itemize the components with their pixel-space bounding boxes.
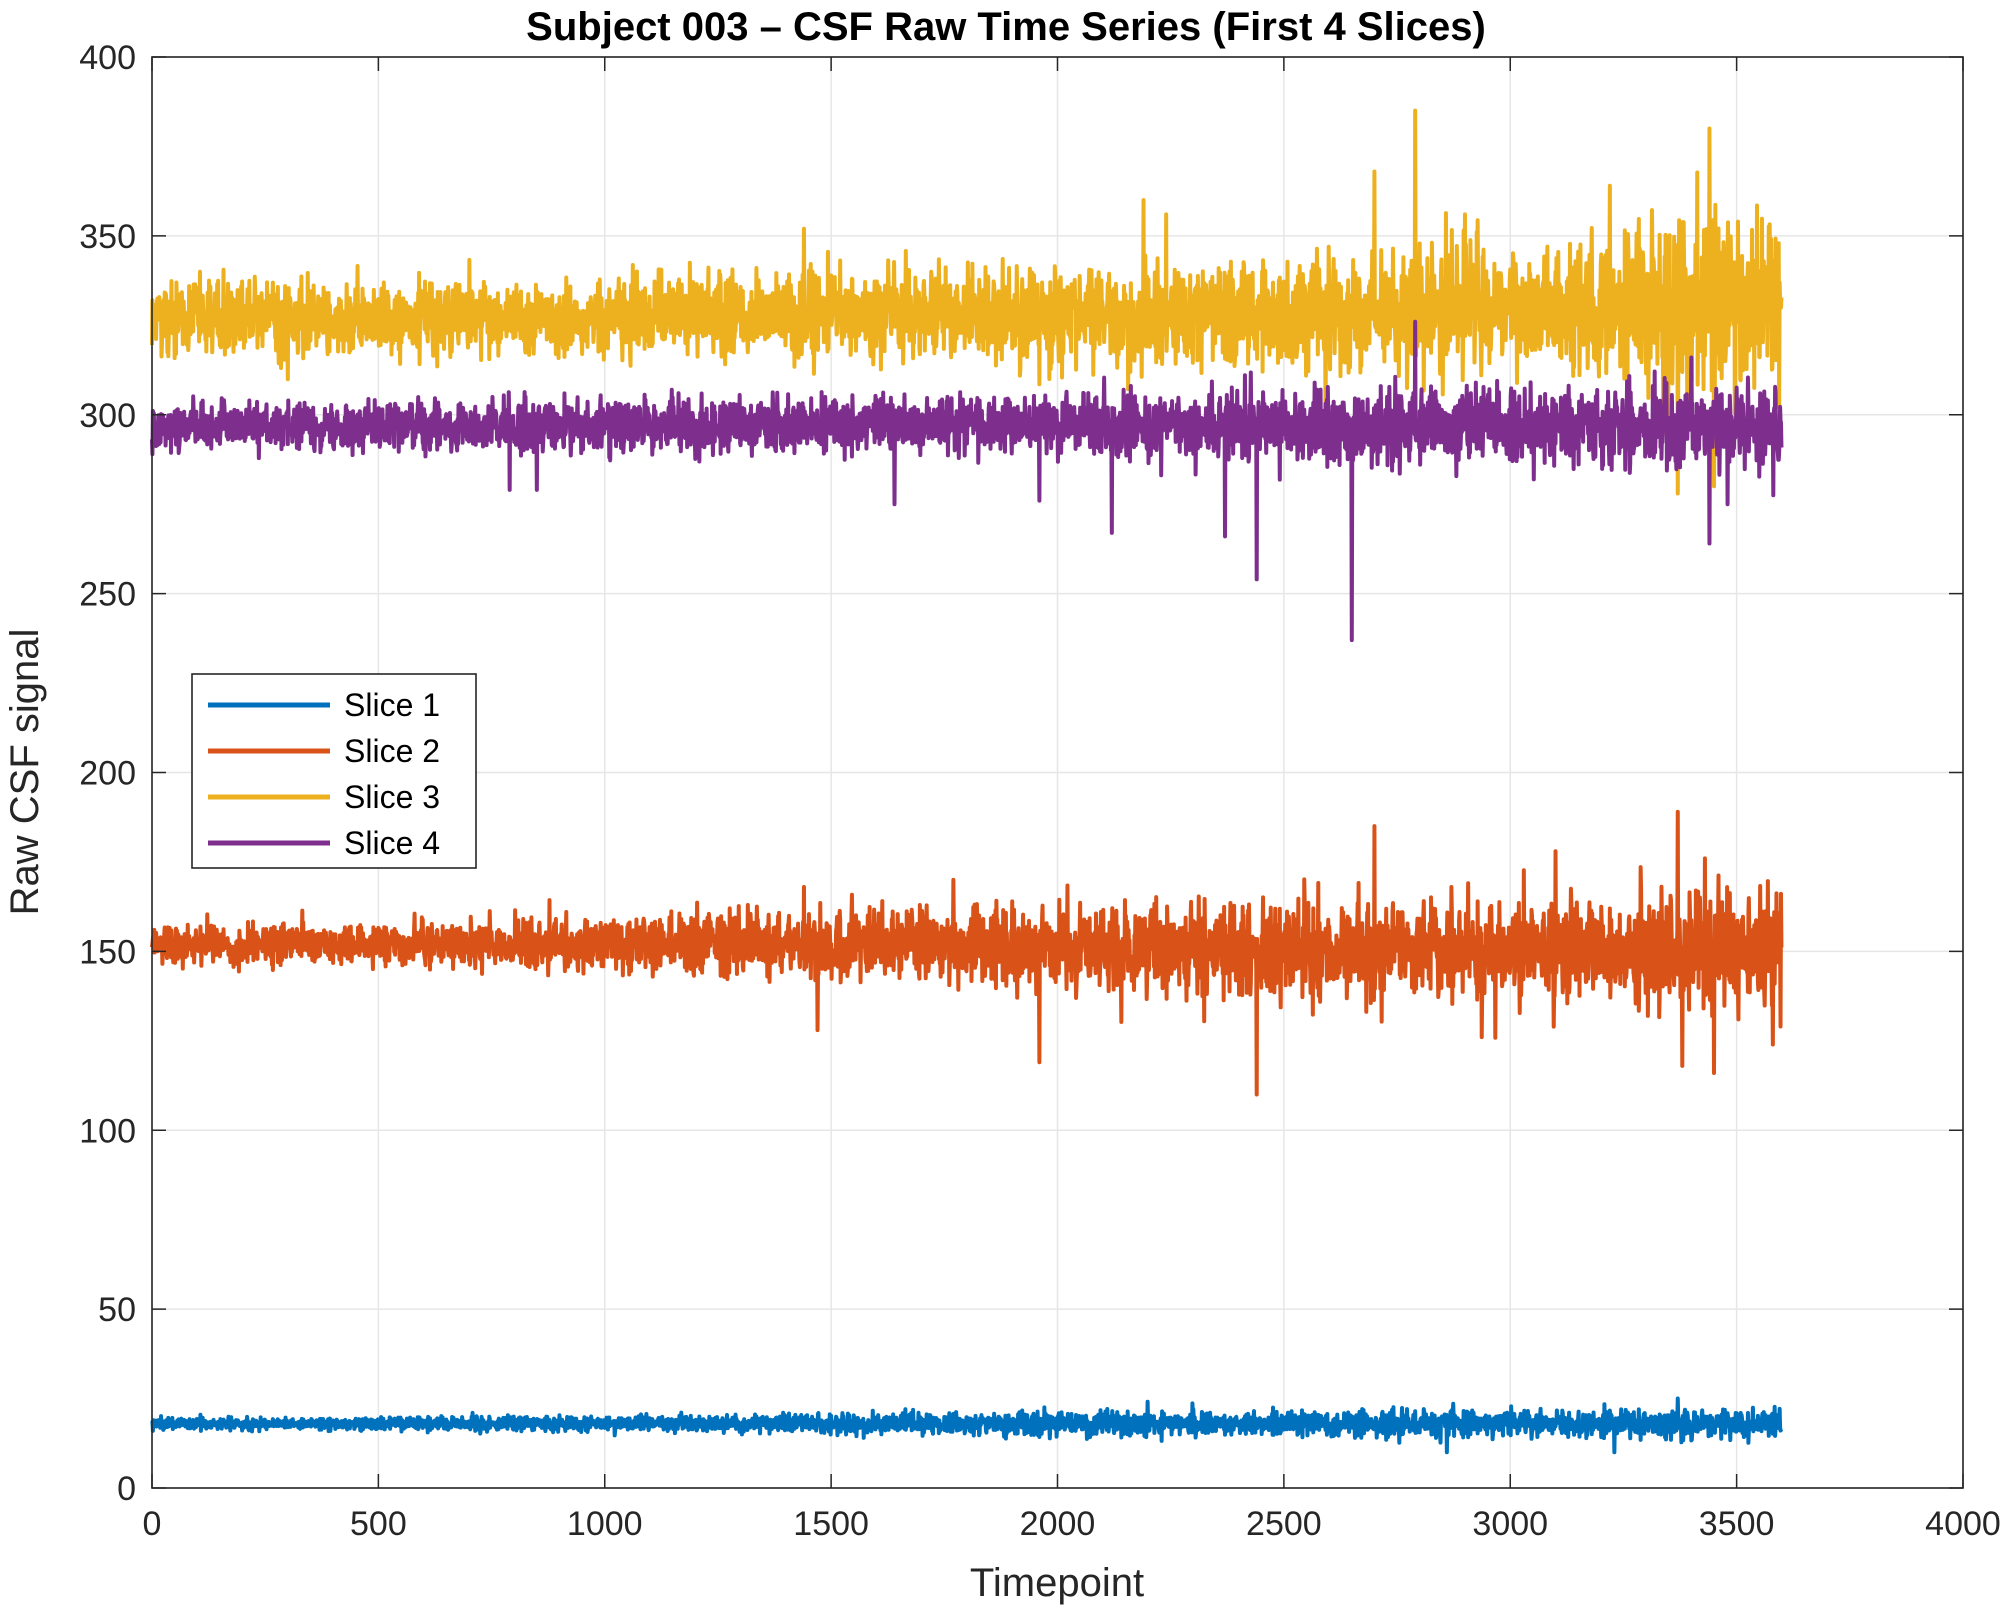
legend-label-1: Slice 1 — [344, 687, 440, 723]
y-axis-label: Raw CSF signal — [3, 629, 47, 916]
series-line-2 — [150, 809, 1784, 1097]
series-group — [150, 108, 1784, 1455]
series-line-3 — [150, 108, 1784, 496]
x-tick-label: 4000 — [1925, 1505, 2001, 1543]
x-tick-label: 500 — [350, 1505, 407, 1543]
x-tick-label: 1000 — [567, 1505, 643, 1543]
y-tick-label: 400 — [79, 39, 136, 77]
x-tick-label: 2000 — [1020, 1505, 1096, 1543]
x-tick-label: 3000 — [1472, 1505, 1548, 1543]
ticks: 0 500 1000 1500 2000 2500 3000 3500 4000 0 50 100 15… — [79, 39, 2001, 1543]
x-tick-label: 0 — [143, 1505, 162, 1543]
chart-title: Subject 003 – CSF Raw Time Series (First… — [526, 5, 1486, 49]
y-tick-label: 50 — [98, 1291, 136, 1329]
y-tick-label: 150 — [79, 933, 136, 971]
y-tick-label: 300 — [79, 397, 136, 435]
legend: Slice 1 Slice 2 Slice 3 Slice 4 — [191, 673, 477, 869]
y-tick-label: 100 — [79, 1112, 136, 1150]
series-line-4 — [150, 319, 1784, 643]
x-axis-label: Timepoint — [970, 1561, 1144, 1605]
y-tick-label: 200 — [79, 755, 136, 793]
y-tick-label: 250 — [79, 576, 136, 614]
x-tick-label: 3500 — [1699, 1505, 1775, 1543]
legend-label-3: Slice 3 — [344, 779, 440, 815]
legend-label-2: Slice 2 — [344, 733, 440, 769]
x-tick-label: 1500 — [793, 1505, 869, 1543]
x-tick-label: 2500 — [1246, 1505, 1322, 1543]
y-tick-label: 350 — [79, 218, 136, 256]
y-tick-label: 0 — [117, 1470, 136, 1508]
legend-label-4: Slice 4 — [344, 825, 440, 861]
series-line-1 — [150, 1396, 1784, 1455]
